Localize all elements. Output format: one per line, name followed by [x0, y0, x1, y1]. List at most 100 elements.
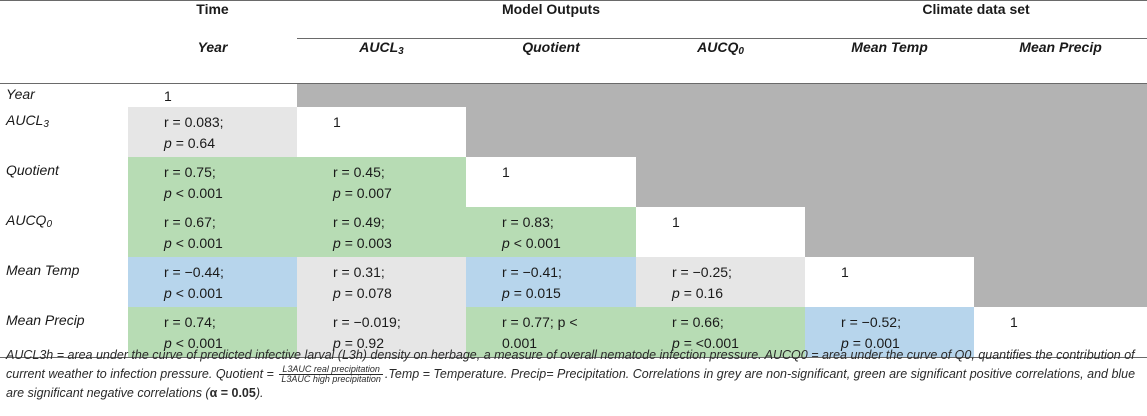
upper-triangle-cell	[974, 83, 1147, 107]
column-header: AUCL3	[297, 38, 466, 84]
correlation-cell: r = −0.019; p = 0.92	[297, 307, 466, 358]
p-value: p < 0.001	[164, 283, 297, 304]
p-value-text: = 0.16	[683, 285, 724, 301]
p-value: p = 0.015	[502, 283, 636, 304]
row-label-text: Mean Temp	[6, 262, 80, 278]
upper-triangle-cell	[466, 83, 636, 107]
table-row: AUCQ0 r = 0.67; p < 0.001 r = 0.49; p = 0.00…	[0, 207, 1147, 257]
r-value: r = −0.52;	[841, 314, 901, 330]
correlation-cell: 1	[805, 257, 974, 307]
group-header-time: Time	[128, 0, 297, 39]
p-letter: p	[164, 185, 172, 201]
p-letter: p	[333, 185, 341, 201]
quotient-fraction: L3AUC real precipitation L3AUC high preci…	[279, 365, 383, 384]
p-value: p = 0.001	[841, 333, 974, 354]
p-letter: p	[333, 235, 341, 251]
upper-triangle-cell	[636, 83, 806, 107]
upper-triangle-cell	[805, 107, 975, 157]
column-header: AUCQ0	[636, 38, 806, 84]
p-value-text: < 0.001	[175, 285, 223, 301]
r-value: r = −0.25;	[672, 264, 732, 280]
row-label: Mean Temp	[0, 257, 128, 307]
p-letter: p	[841, 335, 849, 351]
p-value-text: < 0.001	[175, 185, 223, 201]
correlation-cell: r = −0.25; p = 0.16	[636, 257, 806, 307]
group-header-row: Time Model Outputs Climate data set	[0, 0, 1147, 39]
upper-triangle-cell	[974, 157, 1147, 207]
correlation-cell: r = 0.77; p < 0.001	[466, 307, 636, 358]
column-header: Mean Temp	[805, 38, 975, 84]
r-value: r = 0.083;	[164, 114, 224, 130]
correlation-cell: 1	[636, 207, 805, 257]
r-value: r = 0.45;	[333, 164, 385, 180]
p-letter: p	[333, 335, 341, 351]
p-value-text: < 0.001	[513, 235, 561, 251]
p-value: p = 0.003	[333, 233, 466, 254]
p-value-text: 0.001	[502, 335, 538, 351]
r-value: 1	[502, 164, 510, 180]
upper-triangle-cell	[636, 157, 806, 207]
r-value: 1	[841, 264, 849, 280]
upper-triangle-cell	[974, 107, 1147, 157]
row-label: AUCL3	[0, 107, 128, 157]
correlation-cell: r = 0.45; p = 0.007	[297, 157, 466, 207]
row-label-text: AUCQ	[6, 212, 47, 228]
table-row: Mean Temp r = −0.44; p < 0.001 r = 0.31; p =…	[0, 257, 1147, 307]
r-value: r = 0.49;	[333, 214, 385, 230]
r-value: r = 0.77; p <	[502, 314, 578, 330]
p-value-text: = 0.007	[344, 185, 392, 201]
row-label-text: Quotient	[6, 162, 59, 178]
p-value: p = 0.16	[672, 283, 805, 304]
r-value: r = 0.75;	[164, 164, 216, 180]
p-value-text: = <0.001	[683, 335, 739, 351]
row-label-subscript: 3	[43, 119, 49, 130]
p-value: p < 0.001	[164, 233, 297, 254]
r-value: r = 0.31;	[333, 264, 385, 280]
row-label: Mean Precip	[0, 307, 128, 358]
table-row: Year 1	[0, 83, 1147, 107]
r-value: r = 0.83;	[502, 214, 554, 230]
r-value: r = 0.74;	[164, 314, 216, 330]
p-value-text: = 0.92	[344, 335, 385, 351]
p-value-text: = 0.015	[513, 285, 561, 301]
correlation-cell: r = 0.75; p < 0.001	[128, 157, 297, 207]
p-value: p < 0.001	[164, 183, 297, 204]
column-header: Year	[128, 38, 297, 84]
column-header-row: Year AUCL3 Quotient AUCQ0 Mean Temp Mean…	[0, 38, 1147, 84]
p-value: 0.001	[502, 333, 636, 354]
correlation-cell: 1	[974, 307, 1147, 358]
row-label: Quotient	[0, 157, 128, 207]
upper-triangle-cell	[974, 257, 1147, 307]
column-header: Quotient	[466, 38, 636, 84]
r-value: r = −0.44;	[164, 264, 224, 280]
correlation-cell: 1	[297, 107, 466, 157]
correlation-cell: r = 0.67; p < 0.001	[128, 207, 297, 257]
upper-triangle-cell	[805, 157, 975, 207]
correlation-table-page: Time Model Outputs Climate data set Year…	[0, 0, 1147, 400]
p-value-text: = 0.64	[175, 135, 216, 151]
group-header-climate: Climate data set	[805, 0, 1147, 39]
corner-cell	[0, 0, 128, 39]
alpha-value: α = 0.05	[209, 386, 256, 401]
fraction-numerator: L3AUC real precipitation	[279, 365, 383, 376]
r-value: r = 0.67;	[164, 214, 216, 230]
upper-triangle-cell	[974, 207, 1147, 257]
r-value: 1	[333, 114, 341, 130]
correlation-cell: r = 0.66; p = <0.001	[636, 307, 806, 358]
table-footnote: AUCL3h = area under the curve of predict…	[6, 346, 1142, 403]
p-value: p < 0.001	[164, 333, 297, 354]
p-letter: p	[164, 235, 172, 251]
corner-cell-sub	[0, 38, 128, 84]
p-letter: p	[333, 285, 341, 301]
correlation-cell: r = −0.41; p = 0.015	[466, 257, 636, 307]
row-label-subscript: 0	[46, 219, 53, 230]
p-letter: p	[672, 285, 680, 301]
p-value: p < 0.001	[502, 233, 636, 254]
p-letter: p	[672, 335, 680, 351]
upper-triangle-cell	[805, 207, 975, 257]
footnote-part3: ).	[255, 386, 264, 401]
fraction-denominator: L3AUC high precipitation	[281, 374, 381, 385]
table-row: Mean Precip r = 0.74; p < 0.001 r = −0.019;…	[0, 307, 1147, 358]
p-value: p = 0.92	[333, 333, 466, 354]
group-header-model-outputs: Model Outputs	[297, 0, 806, 39]
